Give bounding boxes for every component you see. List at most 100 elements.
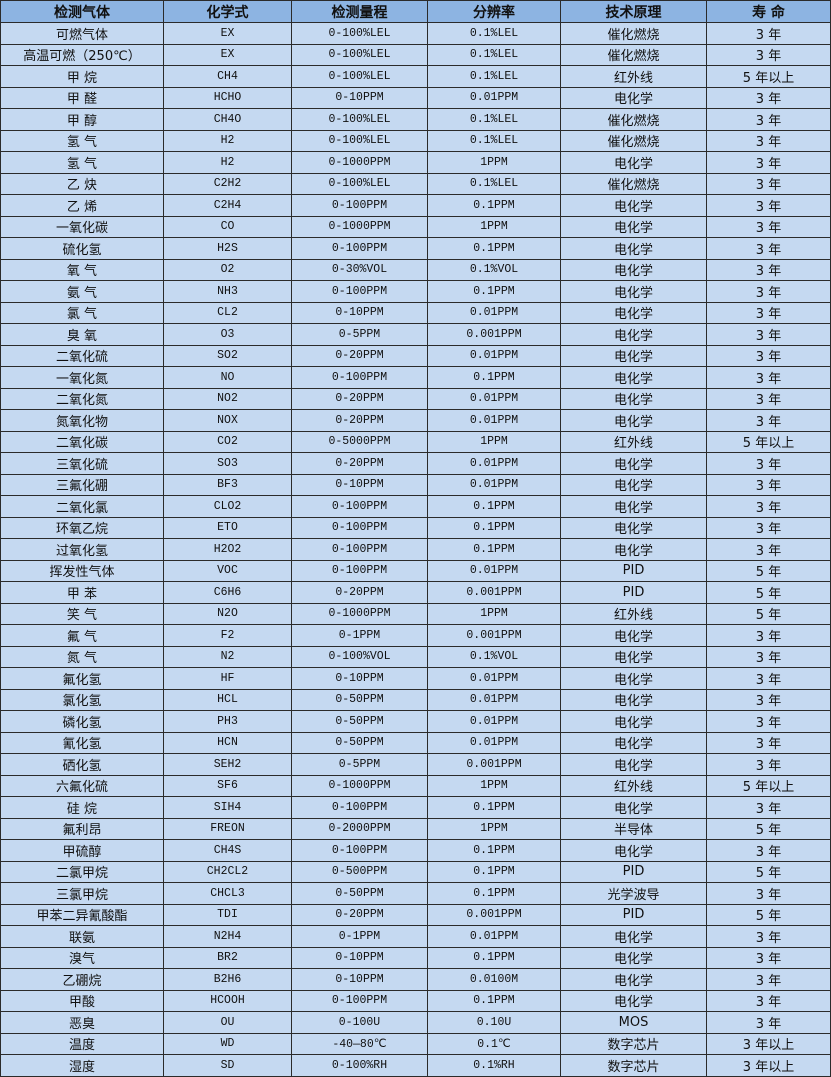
table-row: 硫化氢 H2S 0-100PPM 0.1PPM 电化学 3 年 — [0, 237, 831, 260]
cell-range: 0-100%LEL — [291, 22, 428, 45]
cell-range: 0-100PPM — [291, 366, 428, 389]
cell-gas: 二氧化硫 — [0, 344, 164, 367]
cell-lifespan: 3 年 — [706, 925, 831, 948]
cell-range: 0-10PPM — [291, 86, 428, 109]
table-row: 溴气 BR2 0-10PPM 0.1PPM 电化学 3 年 — [0, 946, 831, 969]
cell-lifespan: 3 年 — [706, 882, 831, 905]
cell-gas: 硒化氢 — [0, 753, 164, 776]
cell-principle: 电化学 — [560, 280, 707, 303]
cell-principle: 电化学 — [560, 989, 707, 1012]
cell-gas: 恶臭 — [0, 1011, 164, 1034]
cell-gas: 氟化氢 — [0, 667, 164, 690]
cell-formula: PH3 — [163, 710, 292, 733]
cell-lifespan: 3 年 — [706, 323, 831, 346]
cell-resolution: 1PPM — [427, 817, 561, 840]
cell-lifespan: 5 年以上 — [706, 65, 831, 88]
cell-formula: VOC — [163, 559, 292, 582]
cell-range: 0-100%RH — [291, 1054, 428, 1077]
cell-gas: 联氨 — [0, 925, 164, 948]
cell-range: 0-1000PPM — [291, 774, 428, 797]
cell-formula: OU — [163, 1011, 292, 1034]
cell-range: 0-100PPM — [291, 495, 428, 518]
cell-resolution: 0.001PPM — [427, 581, 561, 604]
cell-formula: O2 — [163, 258, 292, 281]
cell-formula: C2H2 — [163, 172, 292, 195]
cell-principle: 红外线 — [560, 602, 707, 625]
cell-gas: 氟利昂 — [0, 817, 164, 840]
cell-resolution: 0.001PPM — [427, 624, 561, 647]
cell-principle: 电化学 — [560, 323, 707, 346]
cell-resolution: 0.01PPM — [427, 710, 561, 733]
cell-formula: O3 — [163, 323, 292, 346]
table-row: 高温可燃（250℃） EX 0-100%LEL 0.1%LEL 催化燃烧 3 年 — [0, 43, 831, 66]
cell-gas: 六氟化硫 — [0, 774, 164, 797]
table-row: 温度 WD -40—80℃ 0.1℃ 数字芯片 3 年以上 — [0, 1032, 831, 1055]
cell-resolution: 0.01PPM — [427, 688, 561, 711]
cell-range: 0-30%VOL — [291, 258, 428, 281]
cell-formula: C2H4 — [163, 194, 292, 217]
table-row: 过氧化氢 H2O2 0-100PPM 0.1PPM 电化学 3 年 — [0, 538, 831, 561]
cell-range: 0-1000PPM — [291, 215, 428, 238]
cell-gas: 过氧化氢 — [0, 538, 164, 561]
cell-gas: 二氧化碳 — [0, 430, 164, 453]
cell-range: 0-20PPM — [291, 452, 428, 475]
cell-gas: 氟 气 — [0, 624, 164, 647]
cell-resolution: 0.1%LEL — [427, 108, 561, 131]
table-row: 三氟化硼 BF3 0-10PPM 0.01PPM 电化学 3 年 — [0, 473, 831, 496]
header-gas: 检测气体 — [0, 0, 164, 23]
cell-range: 0-1PPM — [291, 624, 428, 647]
table-row: 三氯甲烷 CHCL3 0-50PPM 0.1PPM 光学波导 3 年 — [0, 882, 831, 905]
cell-principle: 数字芯片 — [560, 1054, 707, 1077]
cell-formula: CH2CL2 — [163, 860, 292, 883]
cell-principle: 电化学 — [560, 301, 707, 324]
cell-formula: HF — [163, 667, 292, 690]
cell-resolution: 0.01PPM — [427, 559, 561, 582]
cell-range: 0-100%LEL — [291, 108, 428, 131]
table-row: 硅 烷 SIH4 0-100PPM 0.1PPM 电化学 3 年 — [0, 796, 831, 819]
cell-principle: 电化学 — [560, 86, 707, 109]
cell-range: 0-100U — [291, 1011, 428, 1034]
cell-formula: H2 — [163, 129, 292, 152]
cell-principle: 电化学 — [560, 925, 707, 948]
table-row: 甲酸 HCOOH 0-100PPM 0.1PPM 电化学 3 年 — [0, 989, 831, 1012]
cell-range: 0-10PPM — [291, 946, 428, 969]
cell-range: 0-100%LEL — [291, 43, 428, 66]
cell-range: 0-100PPM — [291, 237, 428, 260]
cell-resolution: 1PPM — [427, 774, 561, 797]
cell-gas: 氨 气 — [0, 280, 164, 303]
cell-lifespan: 3 年 — [706, 452, 831, 475]
cell-range: 0-10PPM — [291, 473, 428, 496]
cell-range: 0-100%VOL — [291, 645, 428, 668]
cell-lifespan: 3 年 — [706, 473, 831, 496]
cell-gas: 高温可燃（250℃） — [0, 43, 164, 66]
cell-range: 0-500PPM — [291, 860, 428, 883]
cell-lifespan: 3 年 — [706, 387, 831, 410]
cell-range: 0-100PPM — [291, 516, 428, 539]
table-row: 乙 烯 C2H4 0-100PPM 0.1PPM 电化学 3 年 — [0, 194, 831, 217]
cell-lifespan: 3 年 — [706, 129, 831, 152]
cell-lifespan: 3 年 — [706, 258, 831, 281]
cell-formula: H2O2 — [163, 538, 292, 561]
cell-range: 0-1000PPM — [291, 602, 428, 625]
cell-formula: ETO — [163, 516, 292, 539]
cell-lifespan: 3 年 — [706, 946, 831, 969]
cell-resolution: 0.01PPM — [427, 301, 561, 324]
table-row: 氟利昂 FREON 0-2000PPM 1PPM 半导体 5 年 — [0, 817, 831, 840]
cell-resolution: 0.1%LEL — [427, 43, 561, 66]
cell-formula: CO — [163, 215, 292, 238]
cell-lifespan: 3 年以上 — [706, 1032, 831, 1055]
cell-formula: C6H6 — [163, 581, 292, 604]
cell-formula: EX — [163, 43, 292, 66]
cell-principle: 电化学 — [560, 731, 707, 754]
cell-gas: 氧 气 — [0, 258, 164, 281]
cell-lifespan: 3 年 — [706, 86, 831, 109]
cell-principle: 半导体 — [560, 817, 707, 840]
cell-lifespan: 3 年 — [706, 22, 831, 45]
cell-formula: EX — [163, 22, 292, 45]
cell-resolution: 0.01PPM — [427, 86, 561, 109]
cell-gas: 氮氧化物 — [0, 409, 164, 432]
cell-formula: CH4 — [163, 65, 292, 88]
cell-resolution: 0.1PPM — [427, 194, 561, 217]
cell-range: 0-100%LEL — [291, 65, 428, 88]
table-row: 甲 苯 C6H6 0-20PPM 0.001PPM PID 5 年 — [0, 581, 831, 604]
